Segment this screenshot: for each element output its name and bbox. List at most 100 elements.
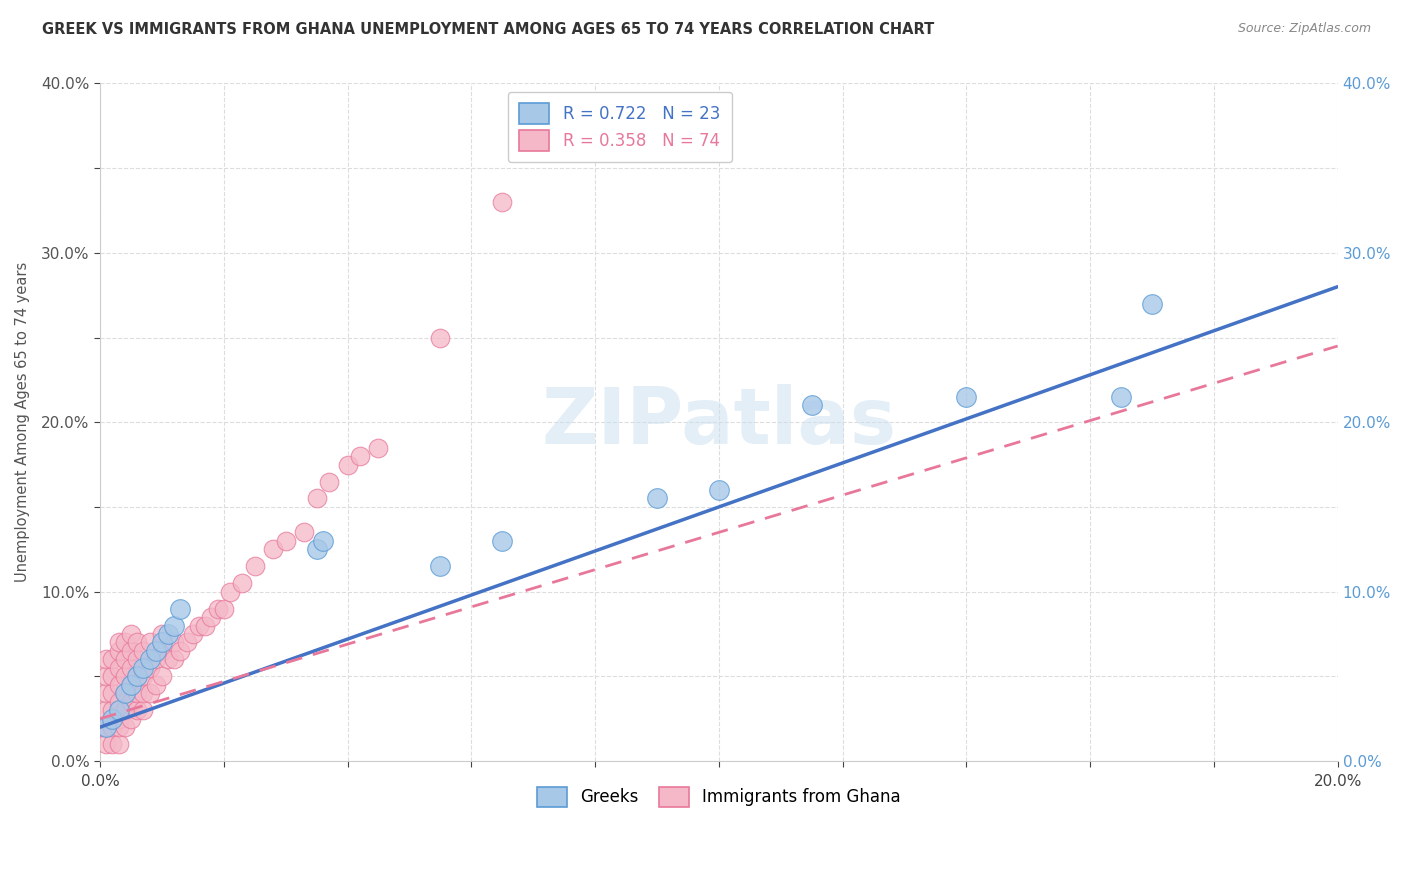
Point: [169, 644, 191, 658]
Point: [101, 669, 124, 683]
Point: [145, 652, 167, 666]
Point: [132, 669, 155, 683]
Point: [176, 635, 198, 649]
Point: [114, 669, 136, 683]
Point: [188, 618, 211, 632]
Point: [312, 533, 335, 548]
Point: [114, 635, 136, 649]
Point: [349, 449, 371, 463]
Point: [157, 652, 180, 666]
Point: [101, 720, 124, 734]
Point: [163, 635, 186, 649]
Point: [89, 720, 111, 734]
Point: [114, 720, 136, 734]
Point: [120, 644, 142, 658]
Point: [107, 712, 129, 726]
Point: [138, 652, 160, 666]
Point: [491, 194, 513, 209]
Point: [107, 720, 129, 734]
Point: [96, 737, 118, 751]
Point: [181, 627, 204, 641]
Point: [138, 635, 160, 649]
Point: [800, 398, 823, 412]
Point: [132, 703, 155, 717]
Point: [491, 533, 513, 548]
Point: [243, 559, 266, 574]
Point: [150, 635, 173, 649]
Point: [219, 584, 242, 599]
Point: [138, 686, 160, 700]
Point: [132, 661, 155, 675]
Point: [114, 686, 136, 700]
Point: [101, 712, 124, 726]
Point: [163, 618, 186, 632]
Point: [367, 441, 389, 455]
Point: [336, 458, 359, 472]
Point: [207, 601, 229, 615]
Point: [305, 491, 328, 506]
Point: [150, 669, 173, 683]
Point: [120, 712, 142, 726]
Point: [231, 576, 253, 591]
Point: [132, 686, 155, 700]
Point: [305, 542, 328, 557]
Point: [120, 695, 142, 709]
Point: [1140, 296, 1163, 310]
Point: [150, 627, 173, 641]
Point: [107, 695, 129, 709]
Point: [127, 669, 149, 683]
Point: [107, 644, 129, 658]
Point: [262, 542, 284, 557]
Point: [955, 390, 977, 404]
Point: [101, 703, 124, 717]
Point: [318, 475, 340, 489]
Point: [429, 330, 451, 344]
Point: [120, 678, 142, 692]
Point: [138, 661, 160, 675]
Point: [150, 644, 173, 658]
Point: [120, 627, 142, 641]
Point: [120, 661, 142, 675]
Point: [107, 678, 129, 692]
Point: [107, 703, 129, 717]
Point: [169, 601, 191, 615]
Point: [200, 610, 222, 624]
Point: [114, 652, 136, 666]
Point: [127, 669, 149, 683]
Point: [107, 635, 129, 649]
Text: ZIPatlas: ZIPatlas: [541, 384, 897, 460]
Point: [101, 686, 124, 700]
Point: [96, 652, 118, 666]
Point: [212, 601, 235, 615]
Point: [157, 627, 180, 641]
Point: [114, 703, 136, 717]
Y-axis label: Unemployment Among Ages 65 to 74 years: Unemployment Among Ages 65 to 74 years: [15, 262, 30, 582]
Point: [107, 737, 129, 751]
Point: [292, 525, 315, 540]
Point: [707, 483, 730, 497]
Point: [96, 720, 118, 734]
Point: [429, 559, 451, 574]
Point: [120, 678, 142, 692]
Point: [127, 703, 149, 717]
Point: [96, 720, 118, 734]
Point: [114, 686, 136, 700]
Point: [127, 652, 149, 666]
Point: [274, 533, 297, 548]
Point: [132, 644, 155, 658]
Point: [127, 635, 149, 649]
Point: [145, 644, 167, 658]
Point: [96, 686, 118, 700]
Point: [1109, 390, 1132, 404]
Point: [194, 618, 217, 632]
Point: [101, 652, 124, 666]
Point: [101, 737, 124, 751]
Point: [163, 652, 186, 666]
Point: [96, 703, 118, 717]
Point: [96, 669, 118, 683]
Point: [127, 686, 149, 700]
Legend: Greeks, Immigrants from Ghana: Greeks, Immigrants from Ghana: [530, 780, 907, 814]
Point: [145, 678, 167, 692]
Text: GREEK VS IMMIGRANTS FROM GHANA UNEMPLOYMENT AMONG AGES 65 TO 74 YEARS CORRELATIO: GREEK VS IMMIGRANTS FROM GHANA UNEMPLOYM…: [42, 22, 935, 37]
Text: Source: ZipAtlas.com: Source: ZipAtlas.com: [1237, 22, 1371, 36]
